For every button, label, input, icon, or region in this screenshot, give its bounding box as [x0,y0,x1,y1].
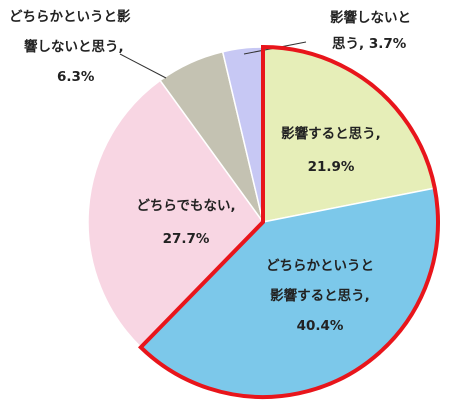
slice-label-line: 21.9% [308,159,355,175]
slice-label-line: 影響すると思う, [270,287,370,304]
slice-label-1: 影響すると思う, 21.9% [281,125,381,175]
slice-label-4: どちらかというと影響しないと思う, 6.3% [9,9,131,85]
slice-label-line: 影響すると思う, [281,125,381,142]
slice-label-line: 27.7% [163,231,210,247]
highlight-outline [137,44,440,399]
slice-label-line: どちらかというと [266,258,374,274]
slice-label-line: どちらでもない, [136,198,235,214]
pie-slice-3 [87,79,264,349]
slice-label-5: 影響しないと思う, 3.7% [330,9,411,52]
slice-label-2: どちらかというと影響すると思う, 40.4% [266,258,374,334]
slice-label-line: どちらかというと影 [9,9,131,25]
slice-label-line: 響しないと思う, [24,38,124,55]
slice-label-line: 40.4% [297,318,344,334]
leader-line-4 [119,53,167,79]
slice-label-line: 思う, 3.7% [332,36,407,52]
slice-label-3: どちらでもない, 27.7% [136,198,235,247]
slice-label-line: 6.3% [57,69,95,85]
slice-label-line: 影響しないと [330,9,411,26]
